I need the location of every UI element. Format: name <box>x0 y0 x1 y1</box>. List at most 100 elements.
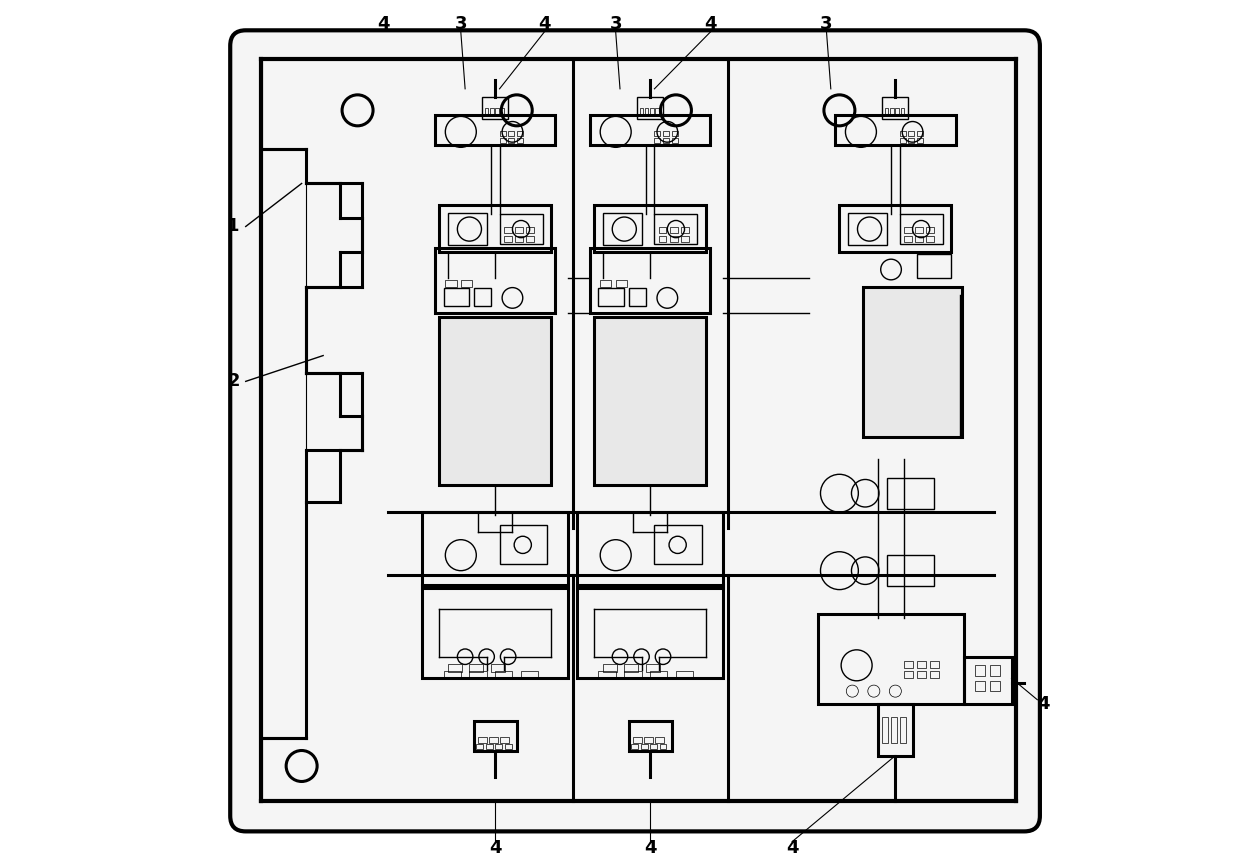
Bar <box>631 744 639 749</box>
Bar <box>590 114 711 145</box>
Bar <box>904 236 911 242</box>
Bar <box>916 254 951 278</box>
Bar <box>486 744 492 749</box>
Bar <box>500 138 506 143</box>
Bar <box>672 131 677 136</box>
Text: 4: 4 <box>1038 695 1050 713</box>
Bar <box>672 138 677 143</box>
Text: 3: 3 <box>455 16 467 33</box>
Bar <box>975 665 985 675</box>
Bar <box>655 737 663 743</box>
Bar <box>445 280 456 287</box>
Bar <box>670 236 677 242</box>
Bar <box>885 107 888 114</box>
Bar <box>681 236 689 242</box>
Bar <box>590 248 711 313</box>
Bar <box>655 138 661 143</box>
Text: 4: 4 <box>538 16 551 33</box>
Bar <box>526 228 534 233</box>
Bar <box>461 280 472 287</box>
Bar <box>900 131 905 136</box>
Bar <box>818 614 965 704</box>
Bar <box>500 131 506 136</box>
Bar <box>508 131 515 136</box>
Bar <box>526 236 534 242</box>
Bar <box>887 478 934 508</box>
Bar <box>490 107 494 114</box>
Bar <box>926 228 934 233</box>
Bar <box>470 671 486 678</box>
Bar <box>892 717 897 743</box>
Text: 4: 4 <box>786 839 799 856</box>
Bar <box>655 131 661 136</box>
Bar <box>839 205 951 252</box>
FancyBboxPatch shape <box>231 30 1040 831</box>
Bar <box>515 236 523 242</box>
Bar <box>600 280 611 287</box>
Bar <box>878 704 913 756</box>
Bar <box>658 236 666 242</box>
Bar <box>616 280 627 287</box>
Bar <box>495 744 502 749</box>
Bar <box>676 671 693 678</box>
Bar <box>848 213 887 245</box>
Bar <box>435 114 556 145</box>
Bar <box>900 138 905 143</box>
Text: 4: 4 <box>704 16 717 33</box>
Bar <box>908 131 914 136</box>
Bar <box>501 107 503 114</box>
Bar <box>503 236 512 242</box>
Bar <box>577 512 723 588</box>
Bar <box>495 671 512 678</box>
Bar <box>883 98 908 119</box>
Bar <box>505 744 512 749</box>
Bar <box>681 228 689 233</box>
Bar <box>603 213 641 245</box>
Text: 3: 3 <box>609 16 622 33</box>
Bar <box>975 681 985 691</box>
Bar <box>990 665 1001 675</box>
Bar <box>890 107 894 114</box>
Bar <box>655 107 658 114</box>
Bar <box>645 107 649 114</box>
Bar <box>655 214 697 243</box>
Bar <box>629 288 646 306</box>
Bar <box>501 737 508 743</box>
Bar <box>908 138 914 143</box>
Bar <box>646 663 660 672</box>
Bar <box>439 205 551 252</box>
Bar <box>517 131 523 136</box>
Bar <box>624 671 641 678</box>
Text: 4: 4 <box>644 839 656 856</box>
Text: 3: 3 <box>820 16 833 33</box>
Bar <box>632 737 641 743</box>
Bar <box>577 585 723 678</box>
Bar <box>444 671 461 678</box>
Bar <box>900 214 942 243</box>
Bar <box>594 317 706 485</box>
Bar <box>916 661 926 668</box>
Bar <box>500 214 543 243</box>
Bar <box>490 737 497 743</box>
Bar <box>517 138 523 143</box>
Bar <box>655 525 702 564</box>
Bar <box>670 228 677 233</box>
Bar <box>482 98 508 119</box>
Bar <box>476 744 484 749</box>
Bar <box>444 288 470 306</box>
Bar <box>448 663 461 672</box>
Bar <box>926 236 934 242</box>
Bar <box>990 681 1001 691</box>
Bar <box>641 744 647 749</box>
Bar <box>594 205 706 252</box>
Bar <box>521 671 538 678</box>
Bar <box>915 228 923 233</box>
Bar <box>658 228 666 233</box>
Bar <box>637 98 663 119</box>
Bar <box>650 107 653 114</box>
Bar <box>491 663 505 672</box>
Bar <box>603 663 616 672</box>
Bar <box>500 525 547 564</box>
Bar <box>965 656 1012 704</box>
Bar <box>422 585 568 678</box>
